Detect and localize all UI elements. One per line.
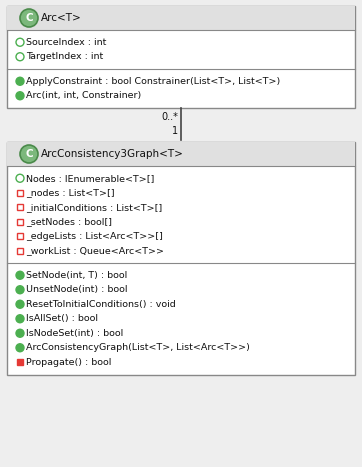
- FancyBboxPatch shape: [7, 6, 355, 108]
- Circle shape: [16, 92, 24, 100]
- Text: SourceIndex : int: SourceIndex : int: [26, 38, 106, 47]
- Circle shape: [16, 286, 24, 294]
- Text: ApplyConstraint : bool Constrainer(List<T>, List<T>): ApplyConstraint : bool Constrainer(List<…: [26, 77, 280, 86]
- Text: _edgeLists : List<Arc<T>>[]: _edgeLists : List<Arc<T>>[]: [26, 232, 163, 241]
- FancyBboxPatch shape: [17, 233, 23, 239]
- Text: C: C: [25, 149, 33, 159]
- FancyBboxPatch shape: [17, 359, 23, 365]
- Circle shape: [20, 145, 38, 163]
- FancyBboxPatch shape: [17, 248, 23, 254]
- Text: _setNodes : bool[]: _setNodes : bool[]: [26, 217, 112, 226]
- Text: UnsetNode(int) : bool: UnsetNode(int) : bool: [26, 285, 127, 294]
- Circle shape: [16, 315, 24, 323]
- Text: _workList : Queue<Arc<T>>: _workList : Queue<Arc<T>>: [26, 246, 164, 255]
- Text: SetNode(int, T) : bool: SetNode(int, T) : bool: [26, 271, 127, 280]
- Text: _initialConditions : List<T>[]: _initialConditions : List<T>[]: [26, 203, 162, 212]
- Circle shape: [16, 38, 24, 46]
- Text: ResetToInitialConditions() : void: ResetToInitialConditions() : void: [26, 300, 176, 309]
- Circle shape: [16, 271, 24, 279]
- FancyBboxPatch shape: [17, 190, 23, 196]
- Circle shape: [20, 9, 38, 27]
- Text: ArcConsistencyGraph(List<T>, List<Arc<T>>): ArcConsistencyGraph(List<T>, List<Arc<T>…: [26, 343, 250, 352]
- Text: _nodes : List<T>[]: _nodes : List<T>[]: [26, 188, 115, 197]
- Text: IsAllSet() : bool: IsAllSet() : bool: [26, 314, 98, 323]
- FancyBboxPatch shape: [17, 204, 23, 210]
- Text: IsNodeSet(int) : bool: IsNodeSet(int) : bool: [26, 329, 123, 338]
- Circle shape: [16, 53, 24, 61]
- Circle shape: [16, 344, 24, 352]
- Text: Propagate() : bool: Propagate() : bool: [26, 358, 111, 367]
- Circle shape: [16, 174, 24, 182]
- FancyBboxPatch shape: [17, 219, 23, 225]
- Text: Arc<T>: Arc<T>: [41, 13, 82, 23]
- Text: TargetIndex : int: TargetIndex : int: [26, 52, 103, 61]
- Text: 0..*: 0..*: [161, 112, 178, 122]
- Text: Arc(int, int, Constrainer): Arc(int, int, Constrainer): [26, 91, 141, 100]
- Text: C: C: [25, 13, 33, 23]
- FancyBboxPatch shape: [7, 6, 355, 30]
- Circle shape: [16, 77, 24, 85]
- Text: ArcConsistency3Graph<T>: ArcConsistency3Graph<T>: [41, 149, 184, 159]
- Text: Nodes : IEnumerable<T>[]: Nodes : IEnumerable<T>[]: [26, 174, 154, 183]
- Circle shape: [16, 300, 24, 308]
- Circle shape: [16, 329, 24, 337]
- FancyBboxPatch shape: [7, 142, 355, 375]
- Text: 1: 1: [172, 126, 178, 136]
- FancyBboxPatch shape: [7, 142, 355, 166]
